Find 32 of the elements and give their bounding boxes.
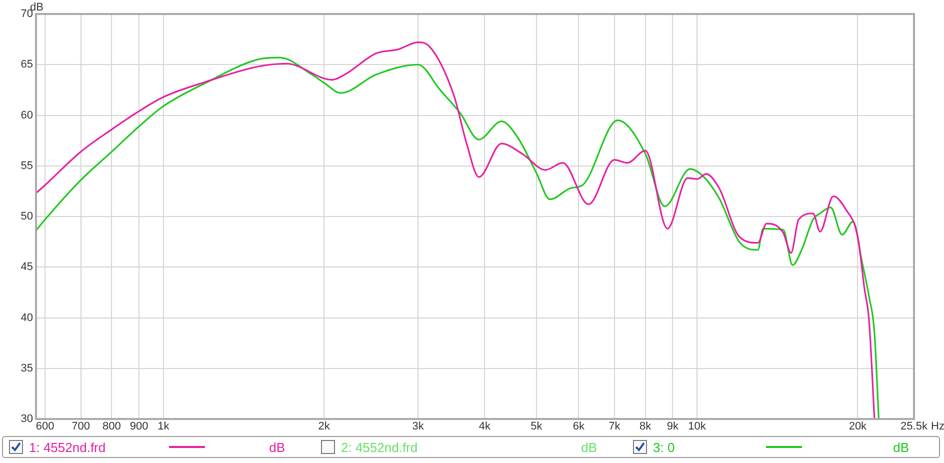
x-tick-label: 900 xyxy=(130,420,148,433)
text: 1: 4552nd.frd xyxy=(29,440,106,454)
text: 3: 0 xyxy=(653,440,675,454)
y-tick-label: 35 xyxy=(20,362,33,374)
y-tick-label: 65 xyxy=(20,58,33,71)
y-tick-label: 50 xyxy=(20,210,33,223)
y-tick-label: 55 xyxy=(20,160,33,172)
x-tick-label: 10k xyxy=(688,420,706,433)
y-tick-label: 30 xyxy=(20,413,33,426)
x-tick-label: 1k xyxy=(158,420,170,433)
x-tick-label: 25.5k xyxy=(900,420,928,433)
y-tick-label: 70 xyxy=(20,8,33,20)
text: 2: 4552nd.frd xyxy=(341,440,418,454)
x-tick-label: 7k xyxy=(608,420,621,433)
text: dB xyxy=(269,440,285,454)
x-tick-label: 2k xyxy=(318,420,330,433)
x-tick-label: 6k xyxy=(572,420,585,433)
x-tick-label: 20k xyxy=(848,420,868,433)
x-tick-label: 9k xyxy=(666,420,679,433)
x-tick-label: 4k xyxy=(478,420,492,433)
x-axis-title: Hz xyxy=(931,420,944,433)
x-tick-label: 600 xyxy=(36,420,54,433)
y-tick-label: 40 xyxy=(20,312,33,324)
x-tick-label: 3k xyxy=(412,420,424,433)
text: dB xyxy=(893,440,909,454)
x-tick-label: 8k xyxy=(640,420,652,433)
x-tick-label: 800 xyxy=(102,420,121,433)
y-tick-label: 45 xyxy=(20,261,33,274)
y-tick-label: 60 xyxy=(20,109,33,122)
text: dB xyxy=(581,440,597,454)
x-tick-label: 700 xyxy=(72,420,90,433)
x-tick-label: 5k xyxy=(530,420,543,433)
